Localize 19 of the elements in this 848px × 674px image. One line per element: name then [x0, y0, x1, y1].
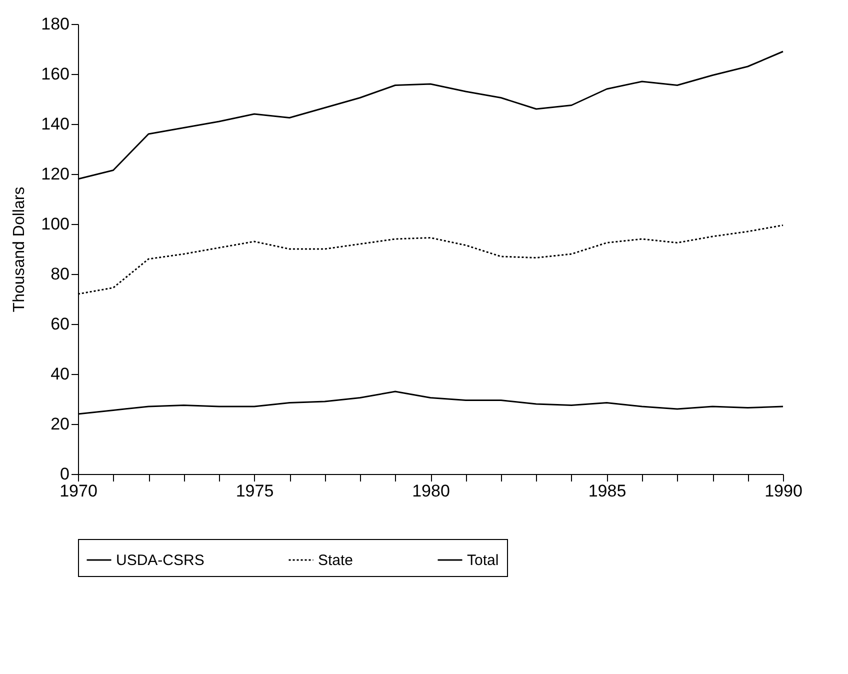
x-tick-label: 1990 — [764, 482, 802, 500]
y-axis-title: Thousand Dollars — [11, 186, 28, 312]
legend-label: State — [318, 552, 354, 569]
y-tick-label: 40 — [50, 364, 70, 384]
y-tick-label: 140 — [41, 114, 70, 134]
x-tick-label: 1975 — [236, 482, 274, 500]
x-tick-label: 1980 — [412, 482, 450, 500]
x-tick-label: 1970 — [60, 482, 98, 500]
legend-label: USDA-CSRS — [116, 552, 204, 569]
y-tick-label: 100 — [41, 214, 70, 234]
y-tick-label: 0 — [60, 464, 70, 484]
y-tick-label: 20 — [50, 414, 70, 434]
y-tick-label: 120 — [41, 164, 70, 184]
y-tick-label: 160 — [41, 64, 70, 84]
y-tick-label: 80 — [50, 264, 70, 284]
y-tick-label: 60 — [50, 314, 70, 334]
y-tick-label: 180 — [41, 14, 70, 34]
legend-label: Total — [467, 552, 499, 569]
x-tick-label: 1985 — [588, 482, 626, 500]
